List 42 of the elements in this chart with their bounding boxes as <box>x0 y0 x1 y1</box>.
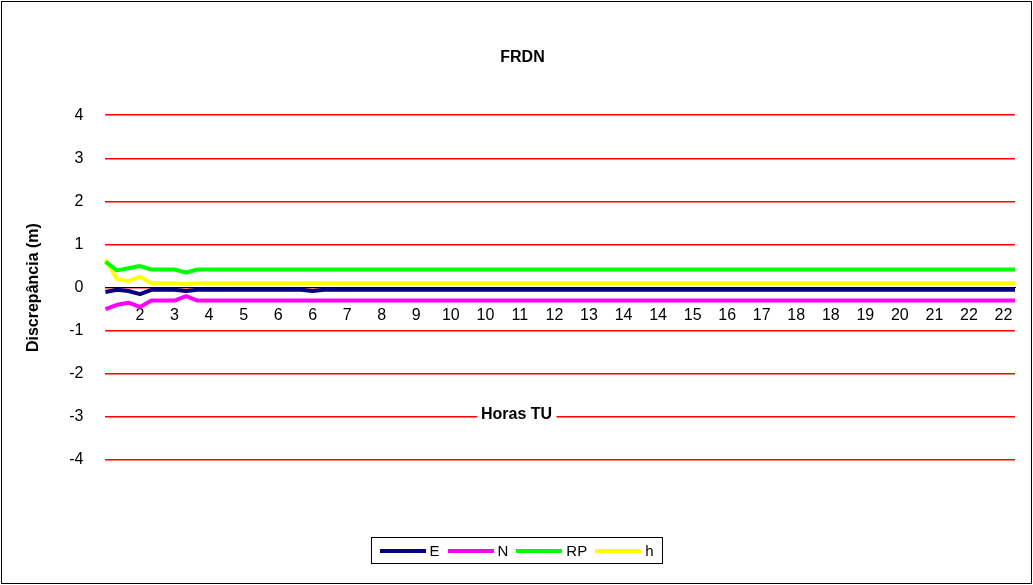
x-tick-label: 8 <box>377 305 387 323</box>
y-tick-label: -3 <box>69 407 84 425</box>
legend-label: E <box>429 542 440 559</box>
x-tick-label: 13 <box>580 305 598 323</box>
y-tick-label: -2 <box>69 364 84 382</box>
x-tick-label: 6 <box>273 305 283 323</box>
x-tick-label: 6 <box>308 305 318 323</box>
legend-label: h <box>645 542 654 559</box>
x-tick-label: 22 <box>960 305 978 323</box>
x-tick-label: 16 <box>718 305 737 323</box>
x-tick-label: 15 <box>683 305 702 323</box>
x-axis-title: Horas TU <box>476 405 557 423</box>
x-tick-label: 5 <box>239 305 249 323</box>
x-tick-label: 12 <box>545 305 564 323</box>
x-tick-label: 10 <box>476 305 495 323</box>
x-tick-label: 3 <box>170 305 180 323</box>
x-tick-label: 4 <box>204 305 214 323</box>
legend-label: N <box>497 542 509 559</box>
x-tick-label: 9 <box>411 305 421 323</box>
x-tick-label: 14 <box>649 305 668 323</box>
x-tick-label: 19 <box>856 305 875 323</box>
x-tick-label: 18 <box>821 305 840 323</box>
y-tick-label: 1 <box>74 234 84 252</box>
x-tick-label: 7 <box>342 305 352 323</box>
legend-label: RP <box>566 542 588 559</box>
x-tick-label: 18 <box>787 305 806 323</box>
x-tick-label: 14 <box>614 305 633 323</box>
x-tick-label: 22 <box>994 305 1013 323</box>
x-tick-label: 20 <box>890 305 909 323</box>
chart-title: FRDN <box>500 48 545 66</box>
y-tick-label: 4 <box>74 105 84 123</box>
y-tick-label: 0 <box>74 278 84 296</box>
y-tick-label: -1 <box>69 321 84 339</box>
x-tick-label: 2 <box>135 305 145 323</box>
x-tick-label: 10 <box>441 305 460 323</box>
x-tick-label: 17 <box>752 305 771 323</box>
y-tick-label: -4 <box>69 450 84 468</box>
y-tick-label: 2 <box>74 191 84 209</box>
y-tick-label: 3 <box>74 148 84 166</box>
y-axis-title: Discrepância (m) <box>24 223 42 353</box>
x-tick-label: 11 <box>511 305 529 323</box>
x-tick-label: 21 <box>925 305 944 323</box>
